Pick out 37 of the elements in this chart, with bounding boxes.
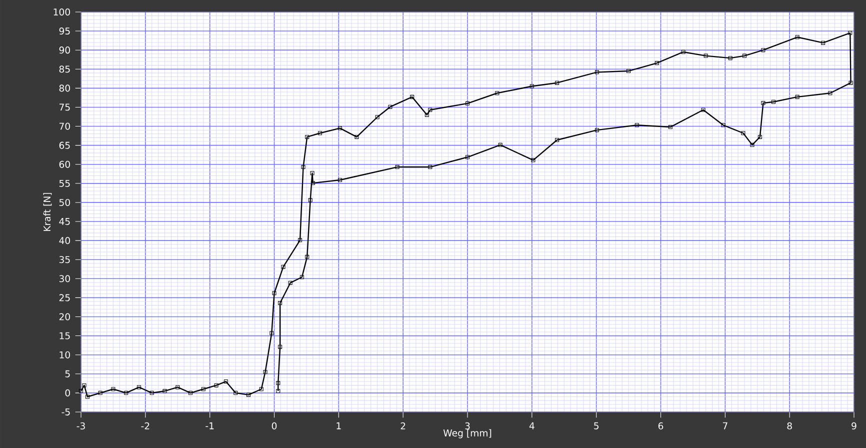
y-tick-label: 25 [59,294,70,302]
y-tick-label: 10 [60,351,70,358]
x-tick-label: 5 [594,422,598,430]
y-tick-label: 55 [59,180,70,187]
x-tick-label: -1 [206,422,214,430]
x-tick-label: 0 [272,422,277,430]
y-tick-label: 100 [54,8,70,16]
y-tick-label: 95 [59,28,70,35]
y-tick-label: 45 [59,218,70,225]
x-tick-label: -3 [76,422,85,430]
y-tick-label: 70 [60,122,70,130]
y-tick-label: 35 [59,256,70,264]
x-tick-label: 6 [658,422,664,430]
x-tick-label: 7 [722,422,728,430]
y-tick-label: 20 [59,313,70,320]
y-tick-label: 65 [59,142,70,149]
x-tick-label: 8 [787,422,792,430]
y-tick-label: 30 [59,275,70,282]
y-tick-label: 60 [59,160,70,168]
x-tick-label: 3 [465,422,470,430]
y-tick-label: 90 [59,46,70,54]
y-tick-label: 0 [65,389,70,396]
x-tick-label: 1 [336,422,341,430]
y-tick-label: 85 [59,66,70,73]
y-axis-title: Kraft [N] [43,192,52,231]
x-tick-label: -2 [141,422,150,430]
y-tick-label: 5 [65,370,70,378]
x-tick-label: 9 [852,422,856,430]
x-tick-label: 2 [400,422,406,430]
y-tick-label: 50 [59,198,70,206]
y-tick-label: -5 [62,408,70,416]
x-tick-label: 4 [529,422,534,430]
y-tick-label: 15 [60,332,70,340]
y-tick-label: 40 [59,237,70,244]
x-axis-title: Weg [mm] [443,429,492,438]
y-tick-label: 80 [59,84,70,92]
y-tick-label: 75 [60,104,70,111]
